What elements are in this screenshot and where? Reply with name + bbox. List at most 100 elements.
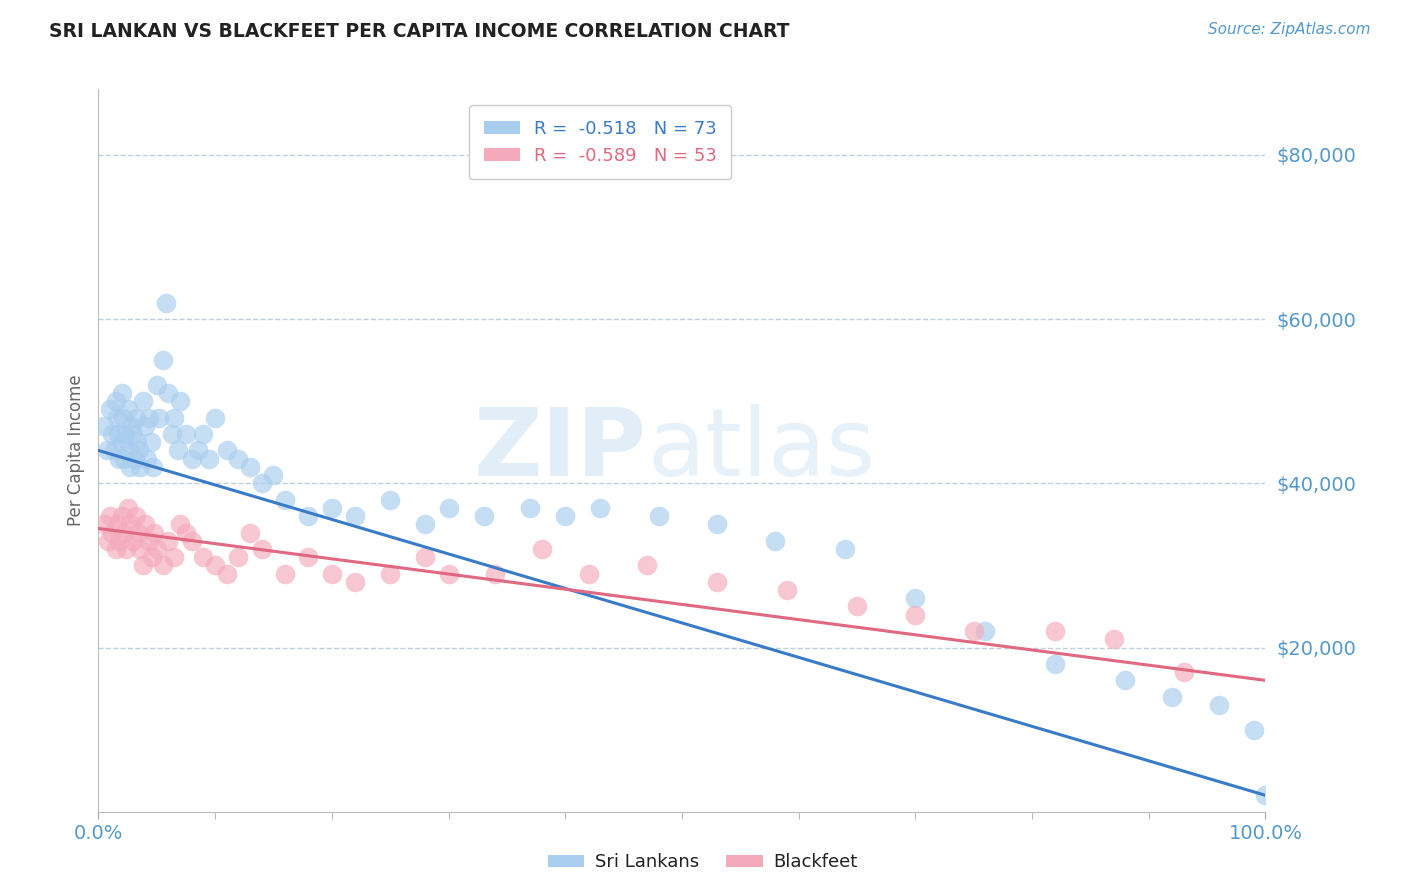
Legend: R =  -0.518   N = 73, R =  -0.589   N = 53: R = -0.518 N = 73, R = -0.589 N = 53: [470, 105, 731, 179]
Point: [198, 451, 221, 466]
Point: [157, 533, 180, 548]
Point: [163, 550, 186, 565]
Point: [142, 459, 165, 474]
Point: [228, 550, 250, 565]
Point: [344, 574, 367, 589]
Point: [138, 533, 160, 548]
Point: [380, 566, 402, 581]
Point: [169, 394, 191, 409]
Point: [262, 468, 284, 483]
Point: [148, 410, 170, 425]
Point: [228, 451, 250, 466]
Point: [636, 558, 658, 573]
Point: [132, 558, 155, 573]
Point: [554, 509, 576, 524]
Point: [134, 418, 156, 433]
Point: [1114, 673, 1136, 688]
Point: [152, 558, 174, 573]
Text: SRI LANKAN VS BLACKFEET PER CAPITA INCOME CORRELATION CHART: SRI LANKAN VS BLACKFEET PER CAPITA INCOM…: [49, 22, 790, 41]
Point: [125, 509, 148, 524]
Point: [112, 525, 135, 540]
Point: [129, 541, 152, 556]
Point: [122, 533, 145, 548]
Point: [157, 386, 180, 401]
Point: [129, 459, 152, 474]
Point: [174, 525, 197, 540]
Point: [1045, 657, 1067, 671]
Point: [136, 451, 159, 466]
Point: [1243, 723, 1265, 737]
Point: [108, 533, 131, 548]
Point: [93, 418, 115, 433]
Text: ZIP: ZIP: [474, 404, 647, 497]
Point: [120, 418, 142, 433]
Point: [98, 402, 121, 417]
Point: [127, 525, 149, 540]
Point: [578, 566, 600, 581]
Point: [118, 443, 141, 458]
Point: [472, 509, 495, 524]
Point: [204, 558, 226, 573]
Point: [962, 624, 984, 639]
Point: [413, 517, 436, 532]
Point: [111, 410, 134, 425]
Point: [108, 451, 131, 466]
Point: [297, 550, 319, 565]
Point: [904, 607, 927, 622]
Point: [589, 500, 612, 515]
Point: [193, 427, 215, 442]
Point: [163, 410, 186, 425]
Point: [146, 377, 169, 392]
Point: [111, 509, 134, 524]
Point: [125, 435, 148, 450]
Point: [297, 509, 319, 524]
Point: [484, 566, 506, 581]
Point: [143, 525, 166, 540]
Point: [96, 443, 118, 458]
Point: [118, 517, 141, 532]
Point: [239, 525, 262, 540]
Legend: Sri Lankans, Blackfeet: Sri Lankans, Blackfeet: [541, 847, 865, 879]
Point: [104, 541, 127, 556]
Point: [174, 427, 197, 442]
Point: [321, 566, 343, 581]
Point: [204, 410, 226, 425]
Point: [413, 550, 436, 565]
Point: [112, 451, 135, 466]
Point: [169, 517, 191, 532]
Point: [834, 541, 856, 556]
Point: [155, 295, 177, 310]
Point: [139, 435, 162, 450]
Point: [1208, 698, 1230, 712]
Point: [1254, 789, 1277, 803]
Point: [93, 517, 115, 532]
Point: [152, 353, 174, 368]
Point: [193, 550, 215, 565]
Point: [274, 566, 297, 581]
Point: [846, 599, 869, 614]
Point: [111, 435, 134, 450]
Point: [215, 443, 238, 458]
Point: [763, 533, 786, 548]
Point: [101, 525, 124, 540]
Point: [97, 533, 120, 548]
Point: [105, 410, 128, 425]
Point: [141, 550, 163, 565]
Point: [180, 533, 202, 548]
Point: [530, 541, 553, 556]
Point: [111, 386, 134, 401]
Point: [274, 492, 297, 507]
Point: [107, 427, 129, 442]
Point: [519, 500, 541, 515]
Point: [187, 443, 209, 458]
Point: [98, 509, 121, 524]
Point: [321, 500, 343, 515]
Point: [706, 517, 728, 532]
Text: Source: ZipAtlas.com: Source: ZipAtlas.com: [1208, 22, 1371, 37]
Point: [437, 500, 460, 515]
Point: [124, 451, 146, 466]
Y-axis label: Per Capita Income: Per Capita Income: [66, 375, 84, 526]
Point: [215, 566, 238, 581]
Point: [344, 509, 367, 524]
Point: [706, 574, 728, 589]
